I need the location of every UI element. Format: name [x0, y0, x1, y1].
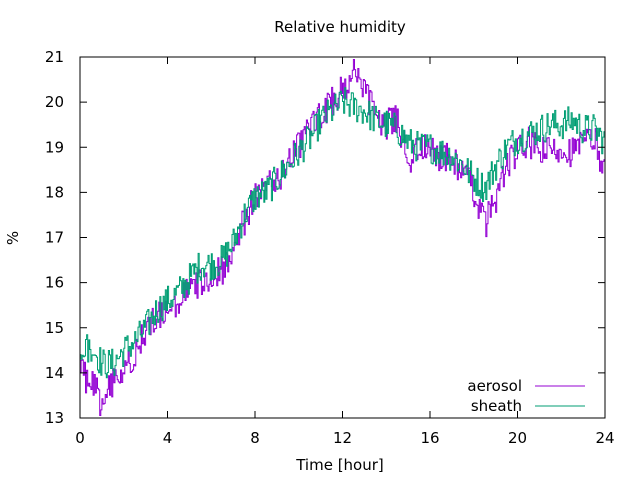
x-tick-label: 20	[508, 429, 527, 447]
y-tick-label: 21	[45, 48, 64, 66]
series-line-sheath	[80, 87, 606, 379]
x-tick-label: 24	[595, 429, 614, 447]
y-tick-label: 17	[45, 229, 64, 247]
plot-frame	[79, 56, 606, 419]
x-tick-label: 16	[420, 429, 439, 447]
series-line-aerosol	[80, 59, 606, 416]
y-tick-label: 20	[45, 93, 64, 111]
series-layer	[80, 59, 606, 416]
chart-title: Relative humidity	[274, 18, 406, 36]
y-tick-label: 16	[45, 274, 64, 292]
y-tick-label: 15	[45, 319, 64, 337]
legend: aerosol sheath	[467, 377, 585, 415]
x-axis-label: Time [hour]	[295, 456, 384, 474]
legend-label-sheath: sheath	[471, 397, 522, 415]
y-tick-label: 14	[45, 364, 64, 382]
y-tick-label: 13	[45, 409, 64, 427]
ticks-layer: 0 4 8 12 16 20 24 13 14 15 16 17 18 19 20 21	[45, 48, 615, 447]
legend-label-aerosol: aerosol	[467, 377, 522, 395]
x-tick-label: 0	[75, 429, 85, 447]
y-tick-label: 19	[45, 138, 64, 156]
x-tick-label: 12	[333, 429, 352, 447]
x-tick-label: 4	[163, 429, 173, 447]
y-tick-label: 18	[45, 183, 64, 201]
y-axis-label: %	[4, 231, 22, 245]
x-tick-label: 8	[250, 429, 260, 447]
